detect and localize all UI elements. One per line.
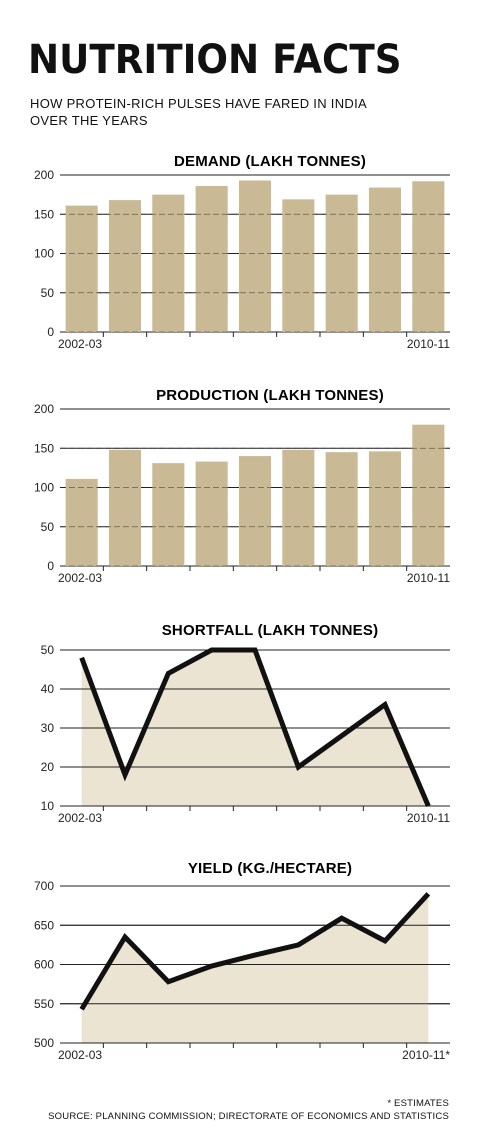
chart-panel-3: SHORTFALL (LAKH TONNES) 10 20 30 40 50 2002-03… bbox=[41, 622, 451, 825]
estimates-note: * ESTIMATES bbox=[387, 1098, 449, 1109]
source-note: SOURCE: PLANNING COMMISSION; DIRECTORATE… bbox=[48, 1111, 449, 1122]
bar bbox=[325, 452, 358, 566]
y-tick-label: 700 bbox=[34, 879, 54, 893]
x-tick-label: 2010-11 bbox=[407, 337, 450, 351]
y-tick-label: 0 bbox=[47, 559, 54, 573]
chart-title: YIELD (KG./HECTARE) bbox=[188, 860, 352, 877]
bar bbox=[65, 205, 98, 332]
y-tick-label: 650 bbox=[34, 918, 54, 932]
bar bbox=[325, 194, 358, 332]
page-subtitle: HOW PROTEIN-RICH PULSES HAVE FARED IN IN… bbox=[30, 96, 367, 128]
bar bbox=[412, 424, 445, 566]
y-tick-label: 500 bbox=[34, 1036, 54, 1050]
chart-panel-4: YIELD (KG./HECTARE) 500 550 600 650 700 2002-0… bbox=[34, 860, 450, 1062]
x-tick-label: 2002-03 bbox=[58, 337, 102, 351]
x-tick-label: 2002-03 bbox=[58, 1048, 102, 1062]
y-tick-label: 600 bbox=[34, 958, 54, 972]
y-tick-label: 50 bbox=[41, 643, 55, 657]
chart-panel-2: PRODUCTION (LAKH TONNES) 0 50 100 150 200 2002… bbox=[34, 387, 450, 585]
y-tick-label: 200 bbox=[34, 168, 54, 182]
x-tick-label: 2010-11 bbox=[407, 811, 450, 825]
chart-panel-1: DEMAND (LAKH TONNES) 0 50 100 150 200 2002-03 2… bbox=[34, 153, 450, 351]
bar bbox=[282, 199, 315, 332]
bar bbox=[65, 478, 98, 566]
bar bbox=[238, 456, 272, 566]
bar bbox=[238, 180, 272, 332]
page-title: NUTRITION FACTS bbox=[28, 37, 402, 83]
bar bbox=[195, 185, 228, 332]
x-tick-label: 2010-11* bbox=[402, 1048, 450, 1062]
bar bbox=[282, 449, 315, 566]
bar bbox=[368, 451, 402, 566]
x-tick-label: 2002-03 bbox=[58, 571, 102, 585]
y-tick-label: 100 bbox=[34, 481, 54, 495]
area-fill bbox=[81, 893, 429, 1043]
y-tick-label: 50 bbox=[41, 286, 55, 300]
y-tick-label: 20 bbox=[41, 760, 55, 774]
y-tick-label: 10 bbox=[41, 799, 55, 813]
y-tick-label: 50 bbox=[41, 520, 55, 534]
bar bbox=[152, 194, 185, 332]
bar bbox=[195, 461, 228, 566]
bar bbox=[368, 187, 402, 332]
bar bbox=[108, 449, 142, 566]
y-tick-label: 200 bbox=[34, 402, 54, 416]
y-tick-label: 30 bbox=[41, 721, 55, 735]
x-tick-label: 2002-03 bbox=[58, 811, 102, 825]
x-tick-label: 2010-11 bbox=[407, 571, 450, 585]
chart-title: PRODUCTION (LAKH TONNES) bbox=[156, 387, 384, 404]
y-tick-label: 40 bbox=[41, 682, 55, 696]
y-tick-label: 100 bbox=[34, 247, 54, 261]
chart-title: SHORTFALL (LAKH TONNES) bbox=[162, 622, 379, 639]
chart-title: DEMAND (LAKH TONNES) bbox=[174, 153, 366, 170]
bar bbox=[412, 181, 445, 332]
y-tick-label: 150 bbox=[34, 207, 54, 221]
bar bbox=[108, 200, 142, 332]
bar bbox=[152, 463, 185, 566]
y-tick-label: 550 bbox=[34, 997, 54, 1011]
y-tick-label: 0 bbox=[47, 325, 54, 339]
y-tick-label: 150 bbox=[34, 441, 54, 455]
